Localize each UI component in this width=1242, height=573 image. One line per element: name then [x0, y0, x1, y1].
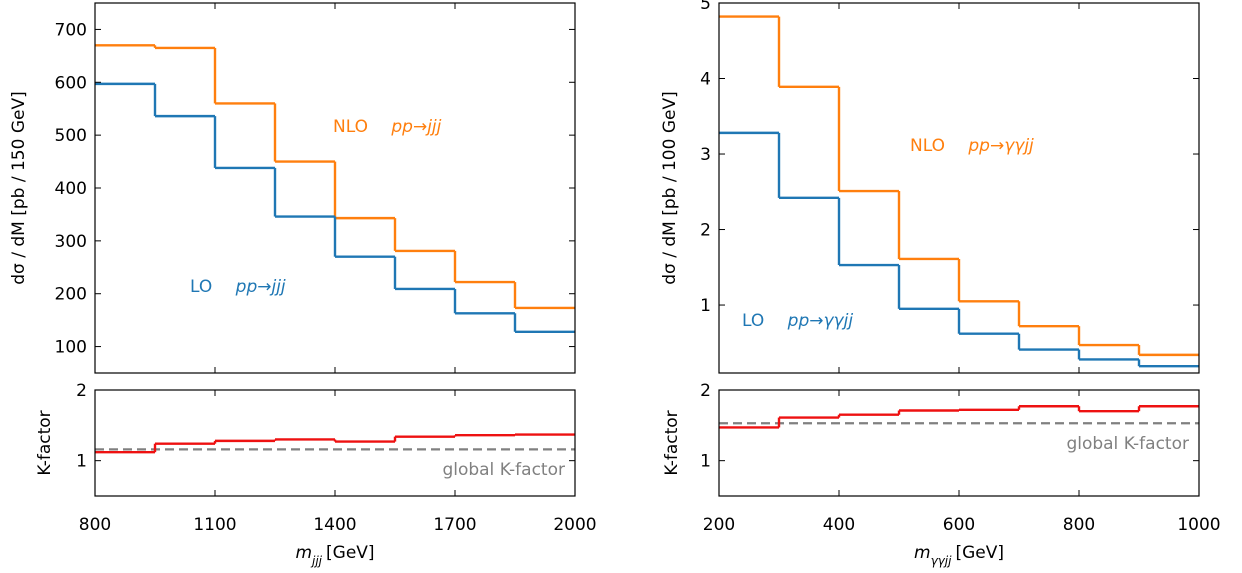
right-ratio-frame [718, 389, 1200, 497]
right-xlabel-var: m [914, 543, 931, 563]
annotation-lo-aajj: LO pp→γγjj [742, 311, 853, 331]
panel3-xtick-label-1000: 1000 [1177, 515, 1220, 535]
right-xlabel: mγγjj [GeV] [914, 543, 1004, 568]
panel0-ytick-label-200: 200 [55, 285, 87, 305]
panel1-ytick-label-2: 2 [76, 381, 87, 401]
panel3-xtick-label-600: 600 [943, 515, 975, 535]
panel0-ytick-label-500: 500 [55, 126, 87, 146]
panel2-ytick-label-4: 4 [700, 70, 711, 90]
annotation-lo-aajj-prefix: LO [742, 311, 764, 331]
annotation-nlo-jjj-process: pp→jjj [390, 117, 441, 137]
right-xlabel-sub: γγjj [931, 554, 953, 568]
panel0-ytick-label-700: 700 [55, 20, 87, 40]
left-main-ylabel: dσ / dM [pb / 150 GeV] [9, 91, 29, 284]
panel0-ytick-label-100: 100 [55, 338, 87, 358]
annotation-lo-jjj-process: pp→jjj [235, 277, 286, 297]
left-ratio-reference-label: global K-factor [442, 460, 565, 480]
panel1-xtick-label-800: 800 [79, 515, 111, 535]
panel3-ytick-label-1: 1 [700, 452, 711, 472]
annotation-nlo-jjj: NLO pp→jjj [333, 117, 442, 137]
right-main-frame [718, 2, 1200, 374]
panel1-xtick-label-1700: 1700 [433, 515, 476, 535]
panel1-xtick-label-2000: 2000 [553, 515, 596, 535]
annotation-lo-jjj: LO pp→jjj [190, 277, 286, 297]
right-main-ylabel: dσ / dM [pb / 100 GeV] [660, 91, 680, 284]
left-xlabel-sub: jjj [310, 554, 323, 568]
panel3-xtick-label-400: 400 [823, 515, 855, 535]
annotation-lo-aajj-process: pp→γγjj [787, 311, 854, 331]
panel2-ytick-label-5: 5 [700, 0, 711, 14]
panel3-xtick-label-200: 200 [703, 515, 735, 535]
annotation-nlo-aajj-process: pp→γγjj [967, 136, 1034, 156]
left-xlabel-unit: [GeV] [326, 543, 375, 563]
panel3-ytick-label-2: 2 [700, 381, 711, 401]
panel0-ytick-label-300: 300 [55, 232, 87, 252]
right-xlabel-unit: [GeV] [955, 543, 1004, 563]
left-ratio-ylabel: K-factor [35, 410, 55, 475]
right-main-panel: 1 2 3 4 5 dσ / dM [pb / 100 GeV] NLO pp→γγjj… [660, 0, 1200, 374]
panel1-xtick-label-1100: 1100 [193, 515, 236, 535]
annotation-nlo-aajj: NLO pp→γγjj [910, 136, 1034, 156]
left-xlabel: mjjj [GeV] [295, 543, 374, 568]
right-ratio-panel: 1 2 200 400 600 800 1000 K-factor global K-fac… [662, 381, 1221, 568]
panel2-ytick-label-3: 3 [700, 145, 711, 165]
panel0-ytick-label-400: 400 [55, 179, 87, 199]
left-ratio-frame [94, 389, 576, 497]
panel0-ytick-label-600: 600 [55, 73, 87, 93]
left-xlabel-var: m [295, 543, 312, 563]
panel1-xtick-label-1400: 1400 [313, 515, 356, 535]
panel2-ytick-label-2: 2 [700, 221, 711, 241]
right-ratio-ylabel: K-factor [662, 410, 682, 475]
panel1-ytick-label-1: 1 [76, 452, 87, 472]
panel2-ytick-label-1: 1 [700, 296, 711, 316]
left-main-frame [94, 2, 576, 374]
annotation-nlo-aajj-prefix: NLO [910, 136, 945, 156]
annotation-nlo-jjj-prefix: NLO [333, 117, 368, 137]
left-ratio-panel: 1 2 800 1100 1400 1700 2000 K-factor global K-… [35, 381, 597, 568]
left-main-panel: 100 200 300 400 500 600 700 dσ / dM [pb / 150 … [9, 2, 576, 374]
panel3-xtick-label-800: 800 [1063, 515, 1095, 535]
annotation-lo-jjj-prefix: LO [190, 277, 212, 297]
right-ratio-reference-label: global K-factor [1066, 434, 1189, 454]
